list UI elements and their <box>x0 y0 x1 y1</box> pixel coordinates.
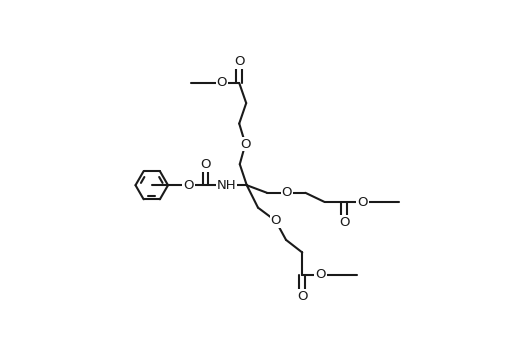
Text: NH: NH <box>216 179 236 192</box>
Text: O: O <box>297 290 307 303</box>
Text: O: O <box>281 186 292 199</box>
Text: O: O <box>339 216 350 229</box>
Text: O: O <box>200 158 211 171</box>
Text: O: O <box>183 179 194 192</box>
Text: O: O <box>240 138 251 151</box>
Text: O: O <box>216 76 227 90</box>
Text: O: O <box>234 55 244 68</box>
Text: O: O <box>315 268 326 281</box>
Text: O: O <box>270 214 281 227</box>
Text: O: O <box>357 195 368 209</box>
